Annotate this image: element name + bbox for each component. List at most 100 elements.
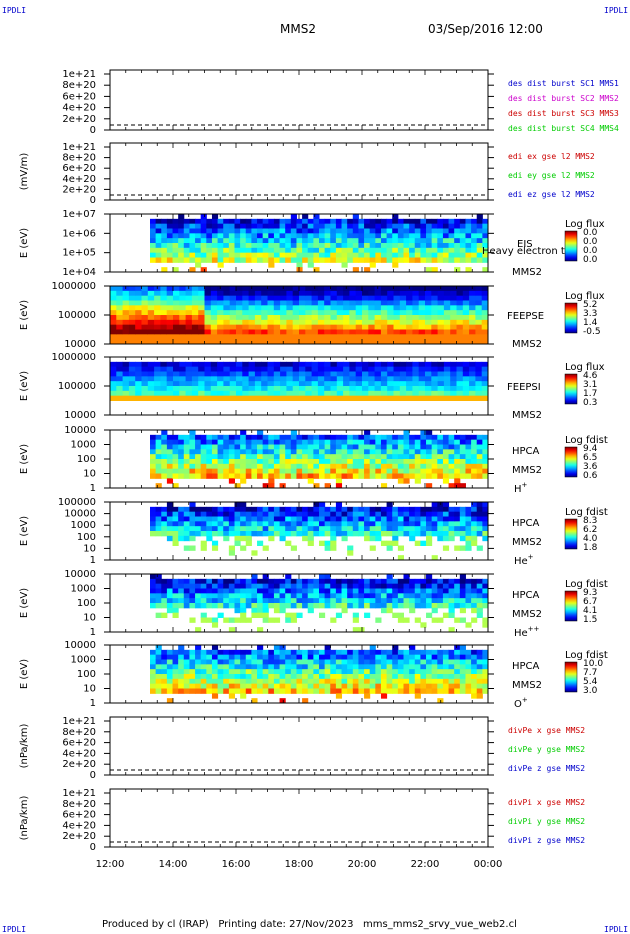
spectrogram-cell (412, 339, 420, 345)
spectrogram-cell (206, 521, 213, 527)
spectrogram-cell (179, 361, 187, 368)
spectrogram-cell (200, 588, 207, 594)
spectrogram-cell (155, 252, 162, 258)
spectrogram-cell (254, 334, 262, 340)
spectrogram-cell (343, 334, 350, 340)
spectrogram-cell (324, 654, 331, 660)
spectrogram-cell (210, 290, 218, 297)
spectrogram-cell (482, 516, 489, 522)
spectrogram-cell (147, 315, 155, 321)
spectrogram-cell (454, 233, 461, 239)
spectrogram-cell (296, 578, 303, 585)
spectrogram-cell (330, 583, 337, 589)
spectrogram-cell (476, 654, 483, 660)
spectrogram-cell (397, 473, 404, 479)
spectrogram-cell (380, 521, 388, 527)
spectrogram-cell (364, 693, 371, 699)
spectrogram-cell (183, 444, 190, 450)
y-tick-label: 0 (90, 842, 96, 853)
spectrogram-cell (150, 468, 157, 474)
spectrogram-cell (200, 617, 207, 623)
spectrogram-cell (268, 449, 275, 455)
spectrogram-cell (374, 334, 382, 340)
spectrogram-cell (240, 434, 247, 441)
spectrogram-cell (406, 386, 413, 392)
spectrogram-cell (211, 506, 219, 513)
spectrogram-cell (183, 257, 190, 263)
spacecraft-label: MMS2 (512, 339, 542, 350)
spectrogram-cell (150, 521, 157, 527)
spectrogram-cell (290, 511, 297, 517)
spectrogram-cell (195, 444, 202, 450)
spectrogram-cell (302, 531, 309, 537)
spectrogram-cell (285, 664, 292, 670)
spectrogram-cell (454, 434, 461, 441)
spectrogram-cell (369, 654, 376, 660)
spectrogram-cell (285, 434, 292, 441)
spectrogram-cell (341, 449, 348, 455)
spectrogram-cell (380, 483, 388, 489)
spectrogram-cell (459, 598, 466, 604)
spectrogram-cell (296, 439, 303, 445)
spectrogram-cell (386, 674, 393, 680)
spectrogram-cell (431, 683, 438, 689)
spectrogram-cell (393, 310, 401, 316)
spectrogram-cell (262, 511, 269, 517)
spectrogram-cell (475, 305, 483, 311)
spectrogram-cell (161, 521, 168, 527)
spectrogram-cell (465, 449, 472, 455)
colorbar (564, 302, 578, 334)
spectrogram-cell (210, 366, 218, 372)
spectrogram-cell (155, 526, 162, 532)
spectrogram-cell (324, 468, 331, 474)
spectrogram-cell (234, 223, 241, 229)
spectrogram-cell (347, 578, 354, 585)
spectrogram-cell (414, 439, 421, 445)
spectrogram-cell (299, 371, 306, 377)
spectrogram-cell (420, 506, 427, 513)
spectrogram-cell (161, 439, 168, 445)
spectrogram-cell (262, 233, 269, 239)
y-tick-label: 2e+20 (62, 114, 96, 125)
spectrogram-cell (418, 329, 426, 335)
spectrogram-cell (251, 257, 258, 263)
spectrogram-cell (273, 361, 281, 368)
spectrogram-cell (110, 319, 117, 326)
colorbar-tick-label: 1.5 (583, 615, 597, 625)
spectrogram-cell (437, 381, 445, 387)
spectrogram-cell (341, 473, 348, 479)
spectrogram-cell (425, 315, 432, 321)
spectrogram-cell (414, 252, 421, 258)
spectrogram-cell (425, 371, 432, 377)
spectrogram-cell (347, 550, 354, 556)
spectrogram-cell (347, 434, 354, 441)
spectrogram-cell (262, 654, 269, 660)
spectrogram-cell (116, 319, 124, 326)
spectrogram-cell (280, 300, 287, 306)
spectrogram-cell (330, 654, 337, 660)
spectrogram-cell (200, 593, 207, 599)
spectrogram-cell (200, 257, 207, 263)
spectrogram-cell (330, 444, 337, 450)
spectrogram-cell (369, 233, 376, 239)
spectrogram-cell (223, 286, 231, 292)
spectrogram-cell (217, 290, 224, 297)
spectrogram-cell (285, 688, 292, 694)
spectrogram-cell (273, 324, 281, 330)
spectrogram-cell (234, 669, 241, 675)
spectrogram-cell (217, 310, 224, 316)
spectrogram-cell (437, 511, 444, 517)
spectrogram-cell (122, 390, 130, 397)
spectrogram-cell (412, 371, 420, 377)
spectrogram-cell (462, 386, 470, 392)
spectrogram-cell (437, 583, 444, 589)
spectrogram-cell (285, 540, 292, 546)
spectrogram-cell (476, 444, 483, 450)
spectrogram-cell (420, 228, 427, 234)
spectrogram-cell (223, 654, 230, 660)
spectrogram-cell (279, 583, 286, 589)
spectrogram-cell (200, 540, 207, 546)
spectrogram-cell (369, 678, 376, 685)
spectrogram-cell (426, 598, 433, 604)
spectrogram-cell (459, 506, 466, 513)
